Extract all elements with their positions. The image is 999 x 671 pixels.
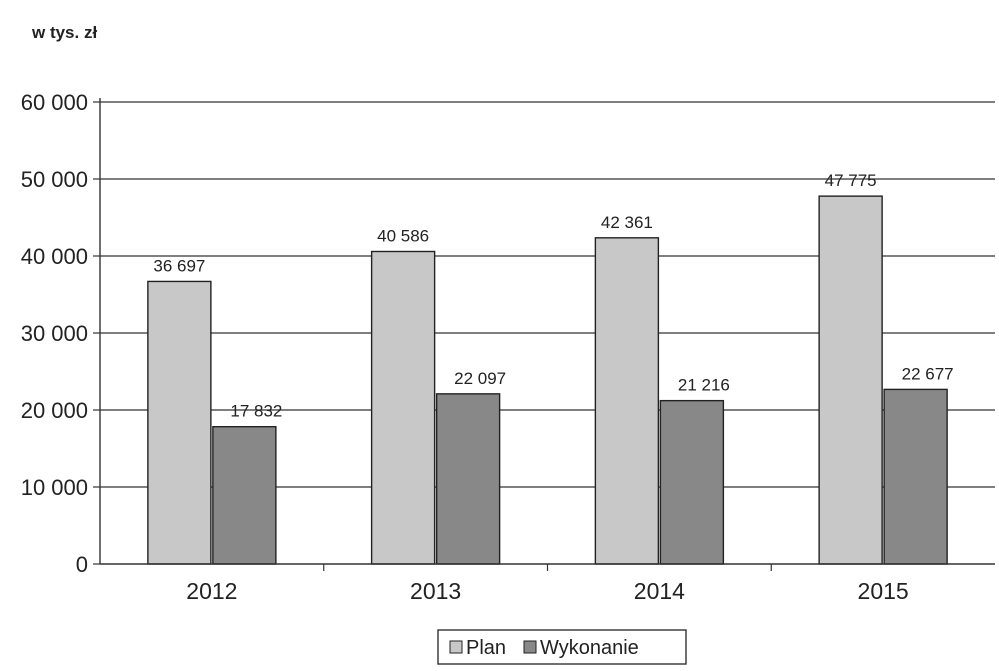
bar-wykonanie-2015 xyxy=(883,388,948,565)
legend-swatch-wykonanie xyxy=(523,640,537,654)
x-tick-label-2012: 2012 xyxy=(186,578,237,604)
data-label-plan-2015: 47 775 xyxy=(825,171,877,190)
y-tick-label-6: 60 000 xyxy=(21,90,88,115)
data-label-wykonanie-2012: 17 832 xyxy=(230,402,282,421)
legend-label-plan: Plan xyxy=(466,637,506,659)
bar-plan-2015 xyxy=(818,195,883,565)
unit-label: w tys. zł xyxy=(31,23,97,42)
bars xyxy=(147,195,948,565)
y-tick-label-5: 50 000 xyxy=(21,167,88,192)
bar-plan-2013 xyxy=(370,250,436,565)
bar-wykonanie-2012 xyxy=(212,425,277,565)
data-label-plan-2014: 42 361 xyxy=(601,213,653,232)
legend: Plan Wykonanie xyxy=(437,629,687,665)
legend-box xyxy=(437,629,687,665)
bar-wykonanie-2013 xyxy=(435,393,501,565)
bar-plan-2014 xyxy=(594,237,660,565)
bar-wykonanie-2014 xyxy=(659,399,725,565)
bar-plan-2012 xyxy=(147,280,212,565)
y-tick-label-3: 30 000 xyxy=(21,321,88,346)
x-tick-label-2015: 2015 xyxy=(858,578,909,604)
legend-label-wykonanie: Wykonanie xyxy=(540,637,639,659)
y-tick-label-1: 10 000 xyxy=(21,475,88,500)
data-label-plan-2012: 36 697 xyxy=(153,256,205,275)
legend-swatch-plan xyxy=(449,640,463,654)
axes xyxy=(93,98,995,571)
y-tick-label-0: 0 xyxy=(76,552,88,577)
x-tick-label-2013: 2013 xyxy=(410,578,461,604)
labels: 0 10 000 20 000 30 000 40 000 50 000 60 000 36 … xyxy=(21,90,954,604)
data-label-wykonanie-2015: 22 677 xyxy=(902,364,954,383)
data-label-wykonanie-2013: 22 097 xyxy=(454,369,506,388)
y-tick-label-4: 40 000 xyxy=(21,244,88,269)
data-label-plan-2013: 40 586 xyxy=(377,226,429,245)
data-label-wykonanie-2014: 21 216 xyxy=(678,376,730,395)
x-tick-label-2014: 2014 xyxy=(634,578,685,604)
y-tick-label-2: 20 000 xyxy=(21,398,88,423)
